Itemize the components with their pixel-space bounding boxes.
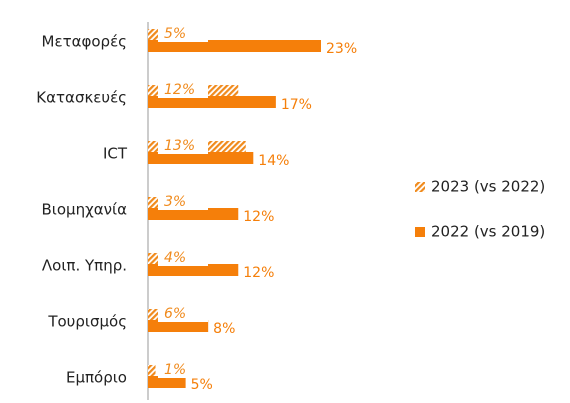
value-label: 5% <box>164 26 186 42</box>
bar <box>148 208 239 220</box>
value-label: 23% <box>326 41 357 57</box>
category-label: Εμπόριο <box>66 369 127 387</box>
bar <box>148 376 186 388</box>
category-label: Λοιπ. Υπηρ. <box>42 257 127 275</box>
category-label: Κατασκευές <box>36 89 127 107</box>
bar <box>148 96 276 108</box>
value-label: 1% <box>164 362 186 378</box>
value-label: 12% <box>243 209 274 225</box>
category-label: Μεταφορές <box>42 33 127 51</box>
value-label: 12% <box>243 265 274 281</box>
value-label: 8% <box>213 321 235 337</box>
value-label: 4% <box>164 250 186 266</box>
value-label: 14% <box>258 153 289 169</box>
bar <box>148 365 156 376</box>
legend-label: 2022 (vs 2019) <box>431 223 545 241</box>
label-box <box>158 138 208 154</box>
label-box <box>158 306 208 322</box>
value-label: 6% <box>164 306 186 322</box>
value-label: 5% <box>191 377 213 393</box>
legend-label: 2023 (vs 2022) <box>431 178 545 196</box>
label-box <box>158 82 208 98</box>
legend-swatch <box>415 182 425 192</box>
label-box <box>158 250 208 266</box>
label-box <box>158 362 208 378</box>
value-label: 17% <box>281 97 312 113</box>
value-label: 13% <box>164 138 195 154</box>
category-label: ICT <box>103 145 128 163</box>
legend-swatch <box>415 227 425 237</box>
label-box <box>158 194 208 210</box>
bar <box>148 264 239 276</box>
label-box <box>158 26 208 42</box>
value-label: 12% <box>164 82 195 98</box>
category-label: Τουρισμός <box>47 313 127 331</box>
value-label: 3% <box>164 194 186 210</box>
bar <box>148 40 321 52</box>
bar <box>148 320 209 332</box>
bar <box>148 152 254 164</box>
category-label: Βιομηχανία <box>42 201 128 219</box>
